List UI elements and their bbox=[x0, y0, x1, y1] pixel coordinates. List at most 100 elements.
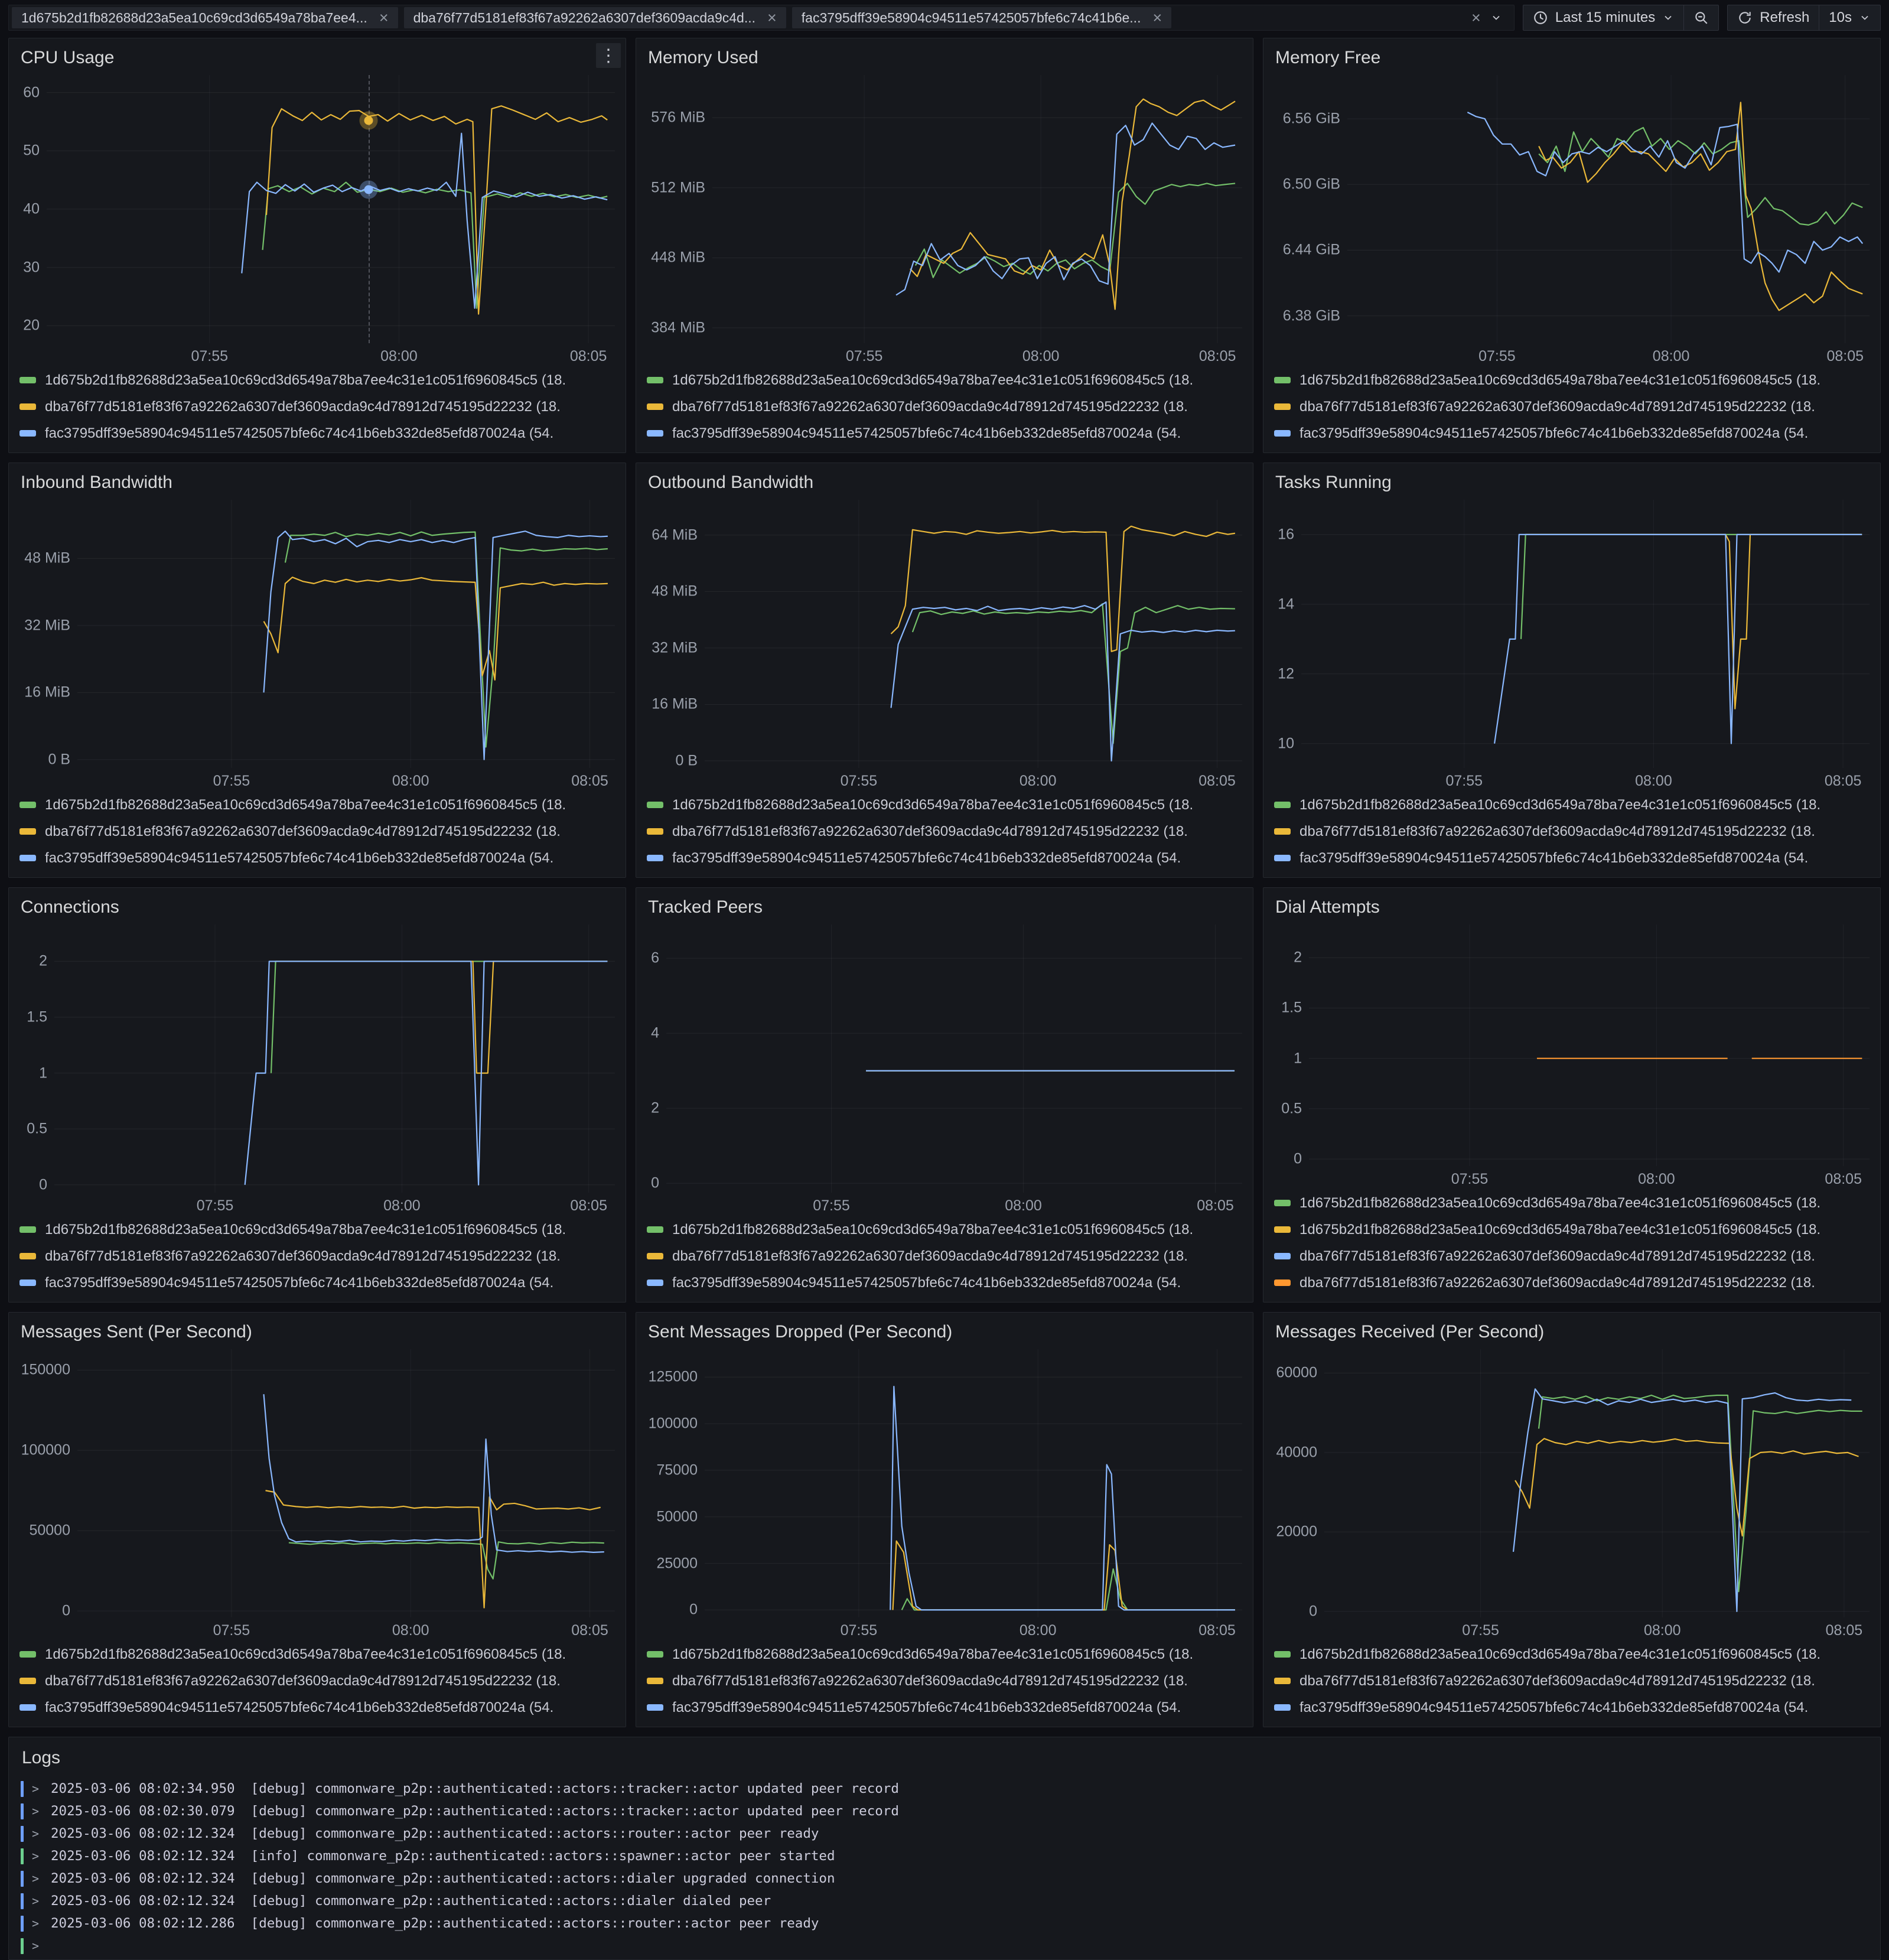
plot-canvas[interactable] bbox=[1347, 75, 1870, 343]
log-row[interactable]: >2025-03-06 08:02:34.950 [debug] commonw… bbox=[21, 1777, 1868, 1800]
legend-item[interactable]: dba76f77d5181ef83f67a92262a6307def3609ac… bbox=[647, 1668, 1242, 1694]
remove-filter-icon[interactable]: × bbox=[379, 8, 389, 27]
y-tick-label: 2 bbox=[39, 952, 47, 969]
legend-item[interactable]: 1d675b2d1fb82688d23a5ea10c69cd3d6549a78b… bbox=[19, 792, 615, 818]
legend-item[interactable]: 1d675b2d1fb82688d23a5ea10c69cd3d6549a78b… bbox=[1274, 367, 1870, 393]
zoom-out-button[interactable] bbox=[1683, 5, 1718, 30]
log-expand-icon[interactable]: > bbox=[32, 1871, 40, 1886]
legend-item[interactable]: 1d675b2d1fb82688d23a5ea10c69cd3d6549a78b… bbox=[1274, 792, 1870, 818]
plot-canvas[interactable] bbox=[47, 75, 615, 343]
chart-area: 60 50 40 30 20 bbox=[19, 75, 615, 343]
legend-item[interactable]: fac3795dff39e58904c94511e57425057bfe6c74… bbox=[19, 1694, 615, 1721]
legend-color-pill bbox=[1274, 802, 1291, 808]
legend-item[interactable]: fac3795dff39e58904c94511e57425057bfe6c74… bbox=[647, 1269, 1242, 1296]
remove-filter-icon[interactable]: × bbox=[767, 8, 777, 27]
legend-item[interactable]: dba76f77d5181ef83f67a92262a6307def3609ac… bbox=[1274, 393, 1870, 420]
legend-item[interactable]: dba76f77d5181ef83f67a92262a6307def3609ac… bbox=[647, 1243, 1242, 1269]
panel-messages-sent-per-second: Messages Sent (Per Second) 150000 100000 50… bbox=[8, 1312, 626, 1727]
legend-item[interactable]: fac3795dff39e58904c94511e57425057bfe6c74… bbox=[19, 1269, 615, 1296]
legend-item[interactable]: dba76f77d5181ef83f67a92262a6307def3609ac… bbox=[1274, 1269, 1870, 1296]
legend-item[interactable]: dba76f77d5181ef83f67a92262a6307def3609ac… bbox=[19, 1243, 615, 1269]
log-level-bar bbox=[21, 1825, 24, 1842]
legend-color-pill bbox=[19, 1226, 36, 1233]
filter-chip[interactable]: 1d675b2d1fb82688d23a5ea10c69cd3d6549a78b… bbox=[12, 7, 398, 28]
legend-label: dba76f77d5181ef83f67a92262a6307def3609ac… bbox=[1299, 1248, 1815, 1264]
log-expand-icon[interactable]: > bbox=[32, 1849, 40, 1863]
legend-item[interactable]: fac3795dff39e58904c94511e57425057bfe6c74… bbox=[1274, 1694, 1870, 1721]
filter-dropdown-chevron-icon[interactable] bbox=[1490, 12, 1502, 24]
y-tick-label: 48 MiB bbox=[24, 549, 70, 566]
refresh-button[interactable]: Refresh bbox=[1728, 5, 1819, 30]
refresh-interval-button[interactable]: 10s bbox=[1819, 5, 1880, 30]
panel-menu-icon[interactable]: ⋮ bbox=[596, 43, 621, 68]
log-row[interactable]: >2025-03-06 08:02:12.286 [debug] commonw… bbox=[21, 1912, 1868, 1935]
filter-chip[interactable]: fac3795dff39e58904c94511e57425057bfe6c74… bbox=[792, 7, 1172, 28]
legend-item[interactable]: 1d675b2d1fb82688d23a5ea10c69cd3d6549a78b… bbox=[647, 1216, 1242, 1243]
y-tick-label: 2 bbox=[651, 1099, 659, 1116]
legend-item[interactable]: fac3795dff39e58904c94511e57425057bfe6c74… bbox=[647, 1694, 1242, 1721]
legend-item[interactable]: dba76f77d5181ef83f67a92262a6307def3609ac… bbox=[1274, 818, 1870, 845]
log-row[interactable]: >2025-03-06 08:02:12.324 [debug] commonw… bbox=[21, 1890, 1868, 1912]
y-tick-label: 0 B bbox=[48, 751, 70, 768]
legend-item[interactable]: fac3795dff39e58904c94511e57425057bfe6c74… bbox=[647, 845, 1242, 871]
log-expand-icon[interactable]: > bbox=[32, 1894, 40, 1908]
y-tick-label: 50000 bbox=[656, 1508, 698, 1525]
log-expand-icon[interactable]: > bbox=[32, 1916, 40, 1930]
legend-item[interactable]: 1d675b2d1fb82688d23a5ea10c69cd3d6549a78b… bbox=[1274, 1190, 1870, 1216]
log-row[interactable]: > bbox=[21, 1935, 1868, 1957]
legend-item[interactable]: dba76f77d5181ef83f67a92262a6307def3609ac… bbox=[1274, 1668, 1870, 1694]
legend-item[interactable]: fac3795dff39e58904c94511e57425057bfe6c74… bbox=[1274, 845, 1870, 871]
legend-item[interactable]: dba76f77d5181ef83f67a92262a6307def3609ac… bbox=[647, 393, 1242, 420]
plot-canvas[interactable] bbox=[666, 924, 1242, 1193]
y-tick-label: 150000 bbox=[21, 1361, 70, 1378]
legend-item[interactable]: fac3795dff39e58904c94511e57425057bfe6c74… bbox=[19, 845, 615, 871]
legend-item[interactable]: dba76f77d5181ef83f67a92262a6307def3609ac… bbox=[647, 818, 1242, 845]
plot-canvas[interactable] bbox=[1309, 924, 1870, 1166]
legend-item[interactable]: fac3795dff39e58904c94511e57425057bfe6c74… bbox=[1274, 420, 1870, 447]
plot-canvas[interactable] bbox=[77, 1349, 615, 1617]
legend-label: fac3795dff39e58904c94511e57425057bfe6c74… bbox=[672, 849, 1181, 866]
y-tick-label: 0 B bbox=[675, 752, 698, 769]
panel-inbound-bandwidth: Inbound Bandwidth 48 MiB 32 MiB 16 MiB 0 B 07… bbox=[8, 463, 626, 878]
log-row[interactable]: >2025-03-06 08:02:12.324 [debug] commonw… bbox=[21, 1867, 1868, 1890]
x-axis: 07:55 08:00 08:05 bbox=[1301, 768, 1870, 790]
log-level-bar bbox=[21, 1803, 24, 1819]
legend-item[interactable]: dba76f77d5181ef83f67a92262a6307def3609ac… bbox=[19, 1668, 615, 1694]
plot-canvas[interactable] bbox=[54, 924, 615, 1193]
filter-chip[interactable]: dba76f77d5181ef83f67a92262a6307def3609ac… bbox=[403, 7, 786, 28]
log-row[interactable]: >2025-03-06 08:02:12.324 [info] commonwa… bbox=[21, 1845, 1868, 1867]
plot-canvas[interactable] bbox=[705, 1349, 1242, 1617]
log-expand-icon[interactable]: > bbox=[32, 1826, 40, 1841]
y-tick-label: 0 bbox=[62, 1602, 70, 1619]
remove-filter-icon[interactable]: × bbox=[1152, 8, 1162, 27]
legend-item[interactable]: fac3795dff39e58904c94511e57425057bfe6c74… bbox=[647, 420, 1242, 447]
log-expand-icon[interactable]: > bbox=[32, 1782, 40, 1796]
legend-item[interactable]: 1d675b2d1fb82688d23a5ea10c69cd3d6549a78b… bbox=[1274, 1216, 1870, 1243]
clear-filters-icon[interactable]: × bbox=[1471, 8, 1481, 27]
log-expand-icon[interactable]: > bbox=[32, 1804, 40, 1818]
filter-bar[interactable]: 1d675b2d1fb82688d23a5ea10c69cd3d6549a78b… bbox=[8, 5, 1515, 31]
plot-canvas[interactable] bbox=[1301, 500, 1870, 768]
legend-item[interactable]: 1d675b2d1fb82688d23a5ea10c69cd3d6549a78b… bbox=[647, 792, 1242, 818]
legend-item[interactable]: 1d675b2d1fb82688d23a5ea10c69cd3d6549a78b… bbox=[19, 1641, 615, 1668]
legend-item[interactable]: 1d675b2d1fb82688d23a5ea10c69cd3d6549a78b… bbox=[1274, 1641, 1870, 1668]
legend-item[interactable]: 1d675b2d1fb82688d23a5ea10c69cd3d6549a78b… bbox=[19, 367, 615, 393]
log-row[interactable]: >2025-03-06 08:02:30.079 [debug] commonw… bbox=[21, 1800, 1868, 1822]
legend-item[interactable]: 1d675b2d1fb82688d23a5ea10c69cd3d6549a78b… bbox=[647, 1641, 1242, 1668]
plot-canvas[interactable] bbox=[77, 500, 615, 768]
log-expand-icon[interactable]: > bbox=[32, 1939, 40, 1953]
plot-canvas[interactable] bbox=[705, 500, 1242, 768]
plot-canvas[interactable] bbox=[1324, 1349, 1870, 1617]
plot-canvas[interactable] bbox=[712, 75, 1242, 343]
legend-item[interactable]: dba76f77d5181ef83f67a92262a6307def3609ac… bbox=[19, 818, 615, 845]
legend-item[interactable]: 1d675b2d1fb82688d23a5ea10c69cd3d6549a78b… bbox=[647, 367, 1242, 393]
legend-item[interactable]: dba76f77d5181ef83f67a92262a6307def3609ac… bbox=[19, 393, 615, 420]
legend-item[interactable]: fac3795dff39e58904c94511e57425057bfe6c74… bbox=[19, 420, 615, 447]
legend-item[interactable]: dba76f77d5181ef83f67a92262a6307def3609ac… bbox=[1274, 1243, 1870, 1269]
time-range-button[interactable]: Last 15 minutes bbox=[1523, 5, 1683, 30]
legend-item[interactable]: 1d675b2d1fb82688d23a5ea10c69cd3d6549a78b… bbox=[19, 1216, 615, 1243]
log-row[interactable]: >2025-03-06 08:02:12.324 [debug] commonw… bbox=[21, 1822, 1868, 1845]
panel-title: Messages Sent (Per Second) bbox=[21, 1322, 252, 1342]
panel-title: Dial Attempts bbox=[1275, 897, 1380, 917]
chart-area: 64 MiB 48 MiB 32 MiB 16 MiB 0 B bbox=[647, 500, 1242, 769]
